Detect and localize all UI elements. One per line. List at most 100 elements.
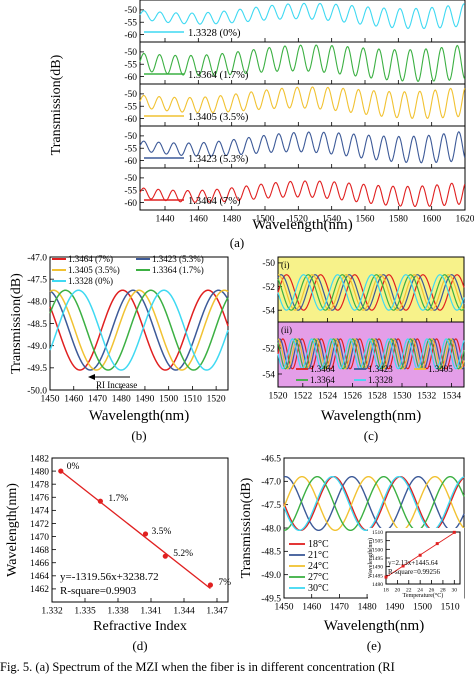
panel-a-series-line [139, 180, 466, 207]
panel-e-inset-y-axis-label: Wavelength(nm) [367, 538, 374, 578]
panel-d-point-label: 3.5% [152, 527, 172, 537]
panel-b: 1450 1460 1470 1480 1490 1500 1510 1520 -47.0 -47… [9, 253, 229, 443]
panel-a-sub-x-tick-label: 1560 [356, 215, 375, 225]
panel-c-sub-y-tick-label: -52 [262, 344, 275, 354]
panel-a-y-axis-label: Transmission(dB) [49, 54, 64, 155]
panel-c-legend-label: 1.3405 [428, 364, 453, 374]
panel-b-y-tick-label: -50.0 [27, 386, 47, 396]
panel-d-frame [51, 457, 229, 603]
panel-b-x-axis-label: Wavelength(nm) [89, 408, 189, 424]
panel-a-sub-y-tick-label: -50 [124, 132, 137, 142]
panel-e-inset-y-tick-label: 1490 [372, 565, 383, 571]
panel-d-x-tick-label: 1.335 [74, 607, 96, 617]
panel-c-sub-x-tick-label: 1532 [417, 392, 436, 402]
panel-a-sub-y-tick-label: -55 [124, 187, 137, 197]
panel-a-sub-y-tick-label: -55 [124, 61, 137, 71]
panel-a-legend-label: 1.3423 (5.3%) [188, 154, 249, 165]
panel-c-sub-x-tick-label: 1524 [318, 392, 337, 402]
panel-e-x-tick-label: 1460 [302, 603, 321, 613]
panel-d-y-tick-label: 1470 [30, 533, 49, 543]
panel-a-x-axis-label: Wavelength(nm) [252, 217, 352, 233]
panel-e-legend-label: 18°C [308, 539, 329, 550]
panel-d-point-label: 0% [67, 462, 80, 472]
panel-e-legend-label: 30°C [308, 583, 329, 594]
panel-c-subplot-tag: (i) [281, 260, 290, 270]
panel-d-y-tick-label: 1482 [30, 454, 49, 464]
panel-e-inset-y-tick-label: 1510 [372, 530, 383, 536]
panel-a-legend-label: 1.3405 (3.5%) [188, 112, 249, 123]
panel-b-x-tick-label: 1490 [135, 395, 154, 405]
panel-d-y-tick-label: 1462 [30, 585, 49, 595]
panel-c-series-line [277, 274, 465, 311]
panel-b-tag: (b) [131, 428, 146, 443]
panel-c-sub-x-tick-label: 1526 [343, 392, 362, 402]
panel-d-data-point [207, 582, 213, 588]
panel-e-y-tick-label: -49.0 [261, 571, 281, 581]
panel-e-inset-fit-equation: y=2.13x+1445.64 [388, 559, 438, 567]
panel-a-sub-y-tick-label: -60 [124, 73, 137, 83]
panel-e-inset-r-square: R-square=0.99256 [388, 568, 440, 576]
panel-c-tag: (c) [364, 428, 378, 443]
panel-d-y-tick-label: 1466 [30, 559, 49, 569]
panel-c: -50 -52 -54 (i) 1520 1522 1524 1526 1528 1530 1532… [262, 256, 465, 443]
panel-e-y-tick-label: -49.5 [261, 594, 281, 604]
panel-a-sub-y-tick-label: -55 [124, 145, 137, 155]
panel-e-x-tick-label: 1470 [330, 603, 349, 613]
panel-d: 1.332 1.335 1.338 1.341 1.344 1.347 1462 1464 14… [5, 454, 231, 653]
panel-e-inset-data-point [418, 553, 422, 557]
panel-a-sub-y-tick-label: -55 [124, 103, 137, 113]
panel-d-data-point [142, 531, 149, 537]
panel-a-sub-y-tick-label: -50 [124, 48, 137, 58]
panel-d-x-tick-label: 1.341 [140, 607, 162, 617]
panel-a-series-line [139, 2, 465, 30]
panel-e-series-line [283, 475, 465, 532]
panel-d-x-tick-label: 1.347 [206, 607, 228, 617]
panel-b-x-tick-label: 1460 [64, 395, 83, 405]
panel-d-y-tick-label: 1474 [30, 507, 49, 517]
panel-b-series-line [49, 289, 229, 371]
panel-b-y-tick-label: -48.5 [27, 320, 47, 330]
panel-c-sub-y-tick-label: -54 [262, 370, 275, 380]
panel-e-x-tick-label: 1450 [275, 603, 294, 613]
panel-d-data-point [162, 553, 168, 559]
panel-a-sub-x-tick-label: 1480 [222, 215, 241, 225]
panel-a-sub-y-tick-label: -60 [124, 157, 137, 167]
panel-a-sub-x-tick-label: 1500 [256, 215, 275, 225]
panel-d-data-point [97, 498, 103, 504]
panel-d-tag: (d) [132, 638, 147, 653]
panel-e: 1450 1460 1470 1480 1490 1500 1510 -46.5 -47.0 -4… [239, 454, 465, 653]
panel-e-inset-data-point [401, 564, 405, 568]
panel-a: -50 -55 -60 1.3328 (0%) -50 -55 -60 1.3364 (1.7… [49, 0, 474, 250]
panel-a-sub-y-tick-label: -50 [124, 6, 137, 16]
panel-a-tag: (a) [230, 235, 244, 250]
panel-b-legend-label: 1.3364 (1.7%) [152, 265, 204, 275]
panel-a-series-line [139, 86, 466, 120]
panel-c-series-line [277, 338, 465, 370]
panel-a-sub-x-tick-label: 1440 [156, 215, 175, 225]
panel-e-y-axis-label: Transmission(dB) [239, 477, 254, 578]
panel-d-x-tick-label: 1.332 [41, 607, 63, 617]
panel-e-legend-label: 24°C [308, 561, 329, 572]
panel-e-inset-x-tick-label: 26 [429, 588, 435, 594]
panel-a-sub-x-tick-label: 1580 [389, 215, 408, 225]
panel-e-x-tick-label: 1480 [358, 603, 377, 613]
panel-e-y-tick-label: -47.5 [261, 501, 281, 511]
panel-b-x-tick-label: 1500 [159, 395, 178, 405]
panel-c-legend-label: 1.3423 [368, 364, 393, 374]
panel-a-sub-y-tick-label: -60 [124, 115, 137, 125]
panel-c-legend-label: 1.3328 [368, 375, 393, 385]
panel-c-sub-y-tick-label: -54 [262, 307, 275, 317]
panel-e-inset-x-tick-label: 30 [452, 588, 458, 594]
panel-e-inset-y-tick-label: 1500 [372, 547, 383, 553]
panel-b-y-tick-label: -48.0 [27, 298, 47, 308]
panel-a-sub-y-tick-label: -55 [124, 19, 137, 29]
panel-e-inset-background [368, 528, 464, 600]
panel-e-tag: (e) [367, 638, 381, 653]
panel-d-x-tick-label: 1.344 [173, 607, 195, 617]
panel-d-point-label: 5.2% [173, 549, 193, 559]
panel-d-fit-equation: y=-1319.56x+3238.72 [60, 571, 159, 583]
panel-c-sub-x-tick-label: 1534 [442, 392, 461, 402]
panel-e-inset-x-tick-label: 22 [406, 588, 412, 594]
panel-e-y-tick-label: -48.0 [261, 524, 281, 534]
panel-c-legend-label: 1.3364 [310, 375, 335, 385]
